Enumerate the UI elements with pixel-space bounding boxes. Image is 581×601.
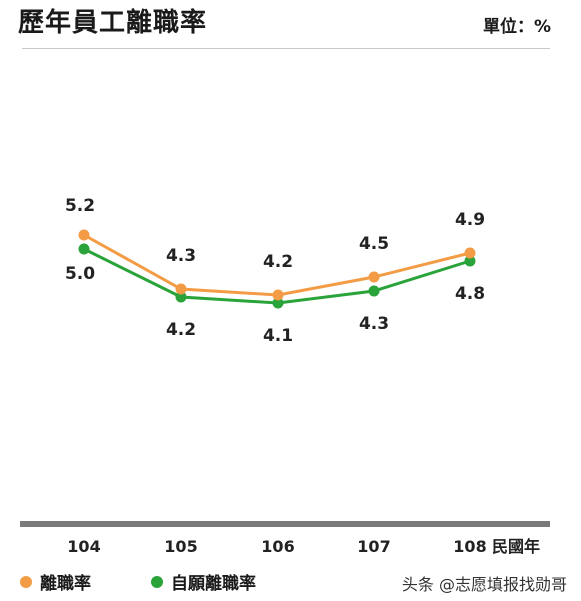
data-point-turnover-108	[464, 247, 476, 259]
data-label-voluntary-107: 4.3	[359, 314, 389, 334]
data-label-turnover-104: 5.2	[65, 196, 95, 216]
legend-item-turnover: 離職率	[20, 569, 91, 594]
legend-dot-icon-green	[151, 575, 163, 588]
x-tick-group: 104 105 106 107 108 民國年	[67, 537, 540, 556]
x-axis-bar	[20, 521, 550, 527]
data-point-turnover-107	[368, 271, 380, 283]
x-tick-label-107: 107	[357, 537, 390, 556]
series-voluntary-group	[78, 243, 476, 309]
data-point-turnover-106	[272, 289, 284, 301]
data-point-turnover-105	[175, 283, 187, 295]
data-point-voluntary-105	[175, 291, 187, 303]
data-point-voluntary-107	[368, 285, 380, 297]
legend: 離職率 自願離職率	[20, 569, 256, 594]
data-label-voluntary-104: 5.0	[65, 264, 95, 284]
x-tick-label-104: 104	[67, 537, 100, 556]
data-label-turnover-105: 4.3	[166, 246, 196, 266]
legend-dot-icon-orange	[20, 575, 32, 588]
legend-item-voluntary: 自願離職率	[151, 569, 256, 594]
data-label-voluntary-108: 4.8	[455, 284, 485, 304]
x-tick-label-105: 105	[164, 537, 197, 556]
top-divider	[22, 48, 550, 49]
data-label-turnover-108: 4.9	[455, 210, 485, 230]
data-point-voluntary-106	[272, 297, 284, 309]
legend-label-voluntary: 自願離職率	[171, 574, 256, 594]
x-tick-label-108: 108	[453, 537, 486, 556]
data-point-turnover-104	[78, 229, 90, 241]
data-label-turnover-107: 4.5	[359, 234, 389, 254]
legend-label-turnover: 離職率	[40, 574, 91, 594]
data-label-turnover-106: 4.2	[263, 252, 293, 272]
x-tick-label-106: 106	[261, 537, 294, 556]
watermark: 头条 @志愿填报找勋哥	[401, 575, 567, 594]
data-point-voluntary-104	[78, 243, 90, 255]
series-turnover-group	[78, 229, 476, 301]
data-label-voluntary-106: 4.1	[263, 326, 293, 346]
x-axis-unit-label: 民國年	[492, 537, 540, 556]
data-labels-group: 5.2 4.3 4.2 4.5 4.9 5.0 4.2 4.1 4.3 4.8	[65, 196, 485, 346]
chart-title: 歷年員工離職率	[18, 8, 208, 38]
unit-label: 單位：%	[482, 17, 551, 37]
data-label-voluntary-105: 4.2	[166, 320, 196, 340]
data-point-voluntary-108	[464, 255, 476, 267]
